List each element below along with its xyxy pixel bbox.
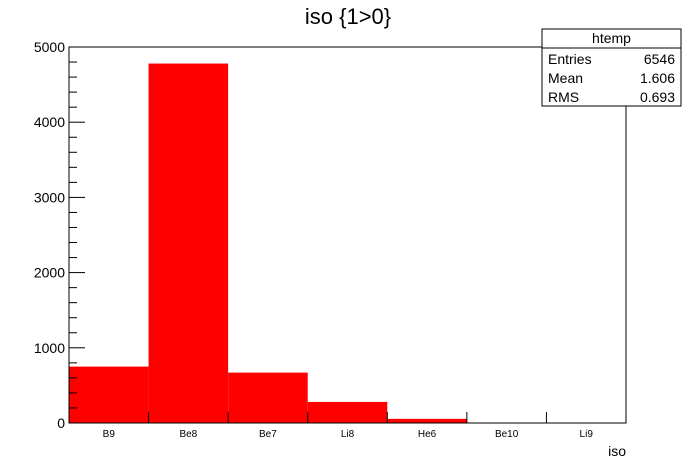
y-tick-label: 0: [57, 415, 65, 431]
x-axis: B9 Be8 Be7 Li8 He6 Be10 Li9: [103, 412, 594, 440]
stats-mean-value: 1.606: [640, 70, 675, 86]
stats-box: htemp Entries 6546 Mean 1.606 RMS 0.693: [541, 28, 682, 107]
bar-be7: [228, 372, 308, 423]
x-tick-label-he6: He6: [418, 429, 437, 440]
bar-li8: [307, 401, 388, 423]
bar-he6: [387, 418, 467, 423]
x-tick-label-be10: Be10: [495, 429, 519, 440]
x-tick-label-be7: Be7: [259, 429, 277, 440]
x-tick-label-li9: Li9: [580, 429, 594, 440]
x-tick-label-li8: Li8: [341, 429, 355, 440]
y-tick-label: 4000: [34, 114, 65, 130]
y-axis: 0 1000 2000 3000 4000 5000: [34, 39, 85, 431]
y-tick-label: 1000: [34, 340, 65, 356]
x-tick-label-b9: B9: [103, 429, 116, 440]
stats-mean-label: Mean: [548, 70, 583, 86]
bars: [69, 63, 467, 423]
stats-entries-value: 6546: [644, 51, 675, 67]
stats-entries-label: Entries: [548, 51, 592, 67]
bar-be8: [148, 63, 229, 423]
x-tick-label-be8: Be8: [179, 429, 197, 440]
y-tick-label: 3000: [34, 189, 65, 205]
bar-b9: [69, 366, 149, 423]
y-tick-label: 5000: [34, 39, 65, 55]
stats-rms-value: 0.693: [640, 89, 675, 105]
stats-box-title: htemp: [592, 30, 631, 46]
stats-box-frame: [541, 28, 682, 107]
plot-frame: [68, 46, 627, 424]
y-tick-label: 2000: [34, 265, 65, 281]
stats-rms-label: RMS: [548, 89, 579, 105]
x-axis-label: iso: [608, 443, 626, 459]
chart-title: iso {1>0}: [305, 4, 391, 29]
